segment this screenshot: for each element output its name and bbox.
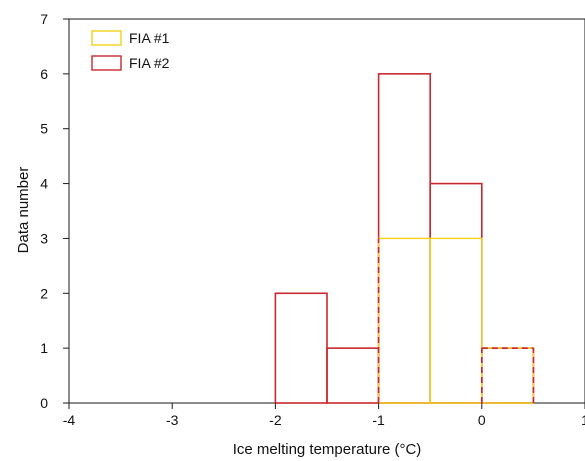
x-axis-title: Ice melting temperature (°C) [233, 441, 422, 458]
y-tick-label: 0 [40, 395, 48, 411]
legend: FIA #1 FIA #2 [91, 30, 170, 71]
histogram-bar [429, 182, 483, 404]
y-tick-label: 1 [40, 340, 48, 356]
legend-item: FIA #1 [91, 30, 170, 46]
x-tick-label: 0 [478, 412, 486, 428]
series-1 [377, 237, 535, 404]
overlap-dashed-edges [377, 238, 535, 403]
y-tick-label: 2 [40, 285, 48, 301]
legend-label: FIA #2 [129, 55, 170, 71]
histogram-bar [274, 292, 328, 404]
x-tick-label: -2 [269, 412, 282, 428]
y-axis-title: Data number [15, 167, 32, 254]
legend-item: FIA #2 [91, 55, 170, 71]
y-tick-label: 7 [40, 11, 48, 27]
legend-swatch [91, 30, 122, 46]
y-tick-label: 5 [40, 121, 48, 137]
x-tick-label: 1 [581, 412, 585, 428]
series-layer [274, 73, 535, 404]
histogram-bar [326, 347, 380, 404]
x-tick-label: -1 [372, 412, 385, 428]
histogram-bar [429, 237, 483, 404]
histogram-bar [377, 237, 431, 404]
y-tick-label: 6 [40, 66, 48, 82]
x-tick-label: -4 [63, 412, 76, 428]
legend-swatch [91, 55, 122, 71]
x-axis: -4 -3 -2 -1 0 1 [63, 403, 585, 428]
legend-label: FIA #1 [129, 30, 170, 46]
y-tick-label: 3 [40, 230, 48, 246]
x-tick-label: -3 [166, 412, 179, 428]
y-axis: 0 1 2 3 4 5 6 7 [40, 11, 69, 411]
histogram-bar [481, 347, 535, 404]
histogram-bar [480, 347, 535, 404]
y-tick-label: 4 [40, 176, 48, 192]
